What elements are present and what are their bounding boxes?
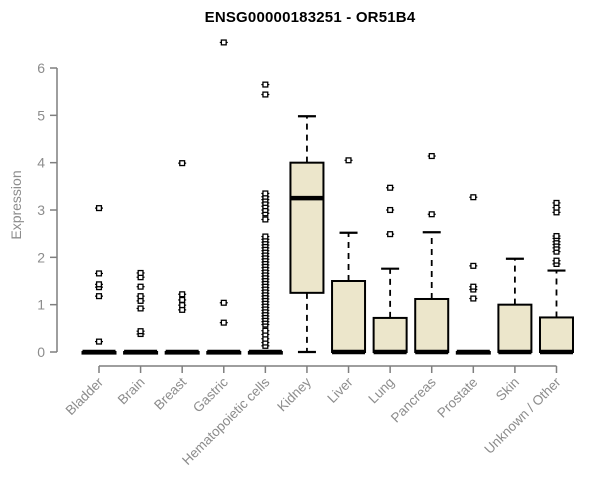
outlier-point	[553, 232, 560, 240]
x-tick-label: Liver	[324, 374, 356, 406]
outlier-point	[179, 306, 186, 313]
chart-title: ENSG00000183251 - OR51B4	[204, 9, 416, 26]
x-tick-label: Bladder	[63, 374, 107, 418]
outlier-point	[137, 293, 144, 300]
outlier-point	[553, 204, 560, 211]
boxplot-box	[538, 316, 574, 353]
outlier-point	[220, 299, 227, 306]
outlier-point	[179, 291, 186, 298]
outlier-point	[345, 157, 352, 164]
outlier-point	[137, 305, 144, 312]
boxplot-box	[372, 316, 408, 353]
outlier-point	[387, 184, 394, 191]
outlier-point	[137, 269, 144, 277]
y-tick-label: 0	[37, 344, 45, 360]
x-tick-label: Gastric	[190, 374, 231, 415]
x-tick-label: Lung	[365, 375, 397, 407]
outlier-point	[95, 281, 103, 288]
x-tick-label: Pancreas	[388, 374, 439, 425]
outlier-point	[95, 270, 103, 277]
outlier-point	[387, 206, 394, 214]
outlier-point	[95, 293, 103, 300]
x-tick-label: Brain	[115, 375, 148, 408]
outlier-point	[137, 283, 144, 290]
outlier-point	[262, 190, 269, 197]
outlier-point	[428, 211, 435, 218]
outlier-point	[220, 39, 227, 46]
y-tick-label: 4	[37, 155, 45, 171]
y-tick-label: 1	[37, 297, 45, 313]
x-tick-label: Kidney	[274, 374, 314, 414]
outlier-point	[137, 328, 144, 335]
outlier-point	[137, 297, 144, 304]
outlier-point	[179, 160, 186, 167]
y-tick-label: 2	[37, 249, 45, 265]
y-tick-label: 5	[37, 107, 45, 123]
outlier-point	[553, 199, 560, 206]
outlier-point	[553, 257, 560, 264]
outlier-point	[262, 216, 269, 223]
outlier-point	[262, 327, 269, 334]
outlier-point	[470, 262, 477, 269]
boxplot-box	[289, 161, 325, 294]
outlier-point	[470, 283, 477, 290]
outlier-point	[220, 319, 227, 326]
x-tick-label: Breast	[151, 374, 189, 412]
outlier-point	[179, 302, 186, 309]
outlier-point	[262, 91, 269, 98]
boxplot-box	[414, 297, 450, 353]
outlier-point	[262, 233, 269, 240]
outlier-point	[470, 295, 477, 302]
x-tick-label: Prostate	[434, 375, 480, 421]
outlier-point	[553, 209, 560, 216]
y-tick-label: 6	[37, 60, 45, 76]
outlier-point	[95, 338, 103, 345]
outlier-point	[262, 81, 269, 88]
outlier-point	[387, 231, 394, 238]
x-tick-label: Unknown / Other	[481, 374, 564, 457]
y-tick-label: 3	[37, 202, 45, 218]
outlier-point	[470, 194, 477, 201]
outlier-point	[95, 205, 103, 212]
x-tick-label: Skin	[493, 375, 522, 404]
boxplot-box	[497, 303, 533, 353]
outlier-point	[179, 296, 186, 303]
boxplot-box	[331, 280, 367, 353]
outlier-point	[428, 152, 435, 160]
